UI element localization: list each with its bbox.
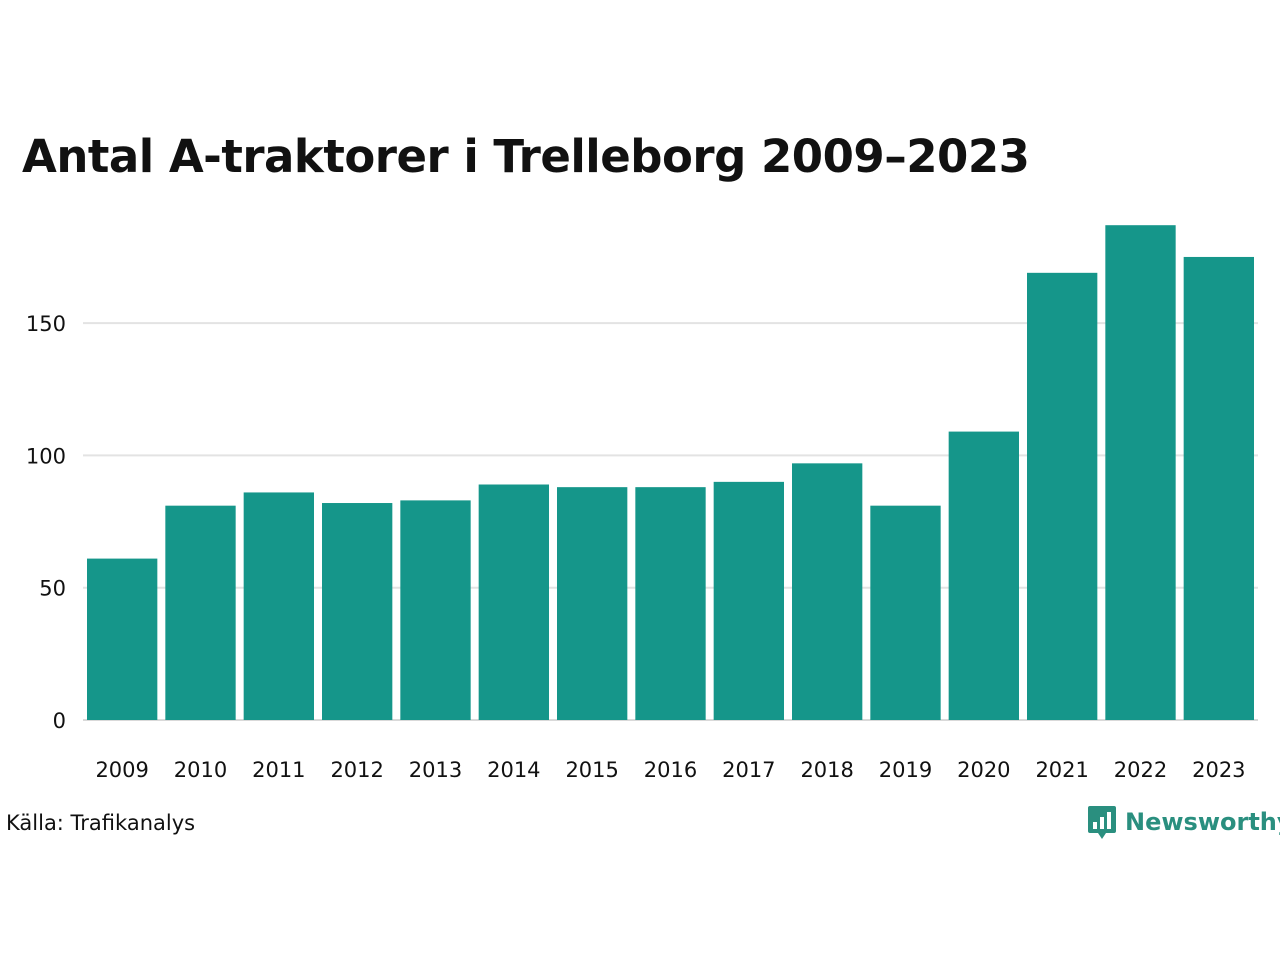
bar-2009 <box>87 558 158 720</box>
x-tick-label: 2014 <box>487 758 540 782</box>
newsworthy-logo: Newsworthy <box>1087 803 1280 841</box>
source-note: Källa: Trafikanalys <box>6 811 196 835</box>
bar-2015 <box>557 487 628 720</box>
x-tick-label: 2019 <box>879 758 932 782</box>
x-tick-label: 2021 <box>1035 758 1088 782</box>
bar-2011 <box>243 492 314 720</box>
y-tick-label: 150 <box>26 312 66 336</box>
bar-2019 <box>870 505 941 720</box>
x-axis-labels: 2009 2010 2011 2012 2013 2014 2015 2016 2017 2018… <box>95 758 1245 782</box>
bar-2016 <box>635 487 706 720</box>
y-tick-label: 0 <box>53 709 66 733</box>
x-tick-label: 2018 <box>800 758 853 782</box>
bar-2013 <box>400 500 471 720</box>
y-tick-label: 100 <box>26 444 66 468</box>
x-tick-label: 2012 <box>330 758 383 782</box>
bar-2021 <box>1027 272 1098 720</box>
x-tick-label: 2022 <box>1114 758 1167 782</box>
bar-2022 <box>1105 225 1176 720</box>
x-tick-label: 2009 <box>95 758 148 782</box>
x-tick-label: 2016 <box>644 758 697 782</box>
newsworthy-logo-icon <box>1088 806 1116 839</box>
bar-2020 <box>948 431 1019 720</box>
y-axis-labels: 0 50 100 150 <box>26 312 66 733</box>
bar-2014 <box>478 484 549 720</box>
bar-2012 <box>322 503 393 720</box>
x-tick-label: 2015 <box>565 758 618 782</box>
x-tick-label: 2023 <box>1192 758 1245 782</box>
x-tick-label: 2011 <box>252 758 305 782</box>
bar-2018 <box>792 463 863 720</box>
bar-2023 <box>1183 256 1254 720</box>
x-tick-label: 2010 <box>174 758 227 782</box>
x-tick-label: 2020 <box>957 758 1010 782</box>
bar-2017 <box>713 481 784 720</box>
bar-2010 <box>165 505 236 720</box>
bars <box>87 225 1254 720</box>
x-tick-label: 2013 <box>409 758 462 782</box>
brand-name: Newsworthy <box>1125 808 1280 836</box>
x-tick-label: 2017 <box>722 758 775 782</box>
y-tick-label: 50 <box>39 577 66 601</box>
chart-title: Antal A-traktorer i Trelleborg 2009–2023 <box>22 130 1030 183</box>
